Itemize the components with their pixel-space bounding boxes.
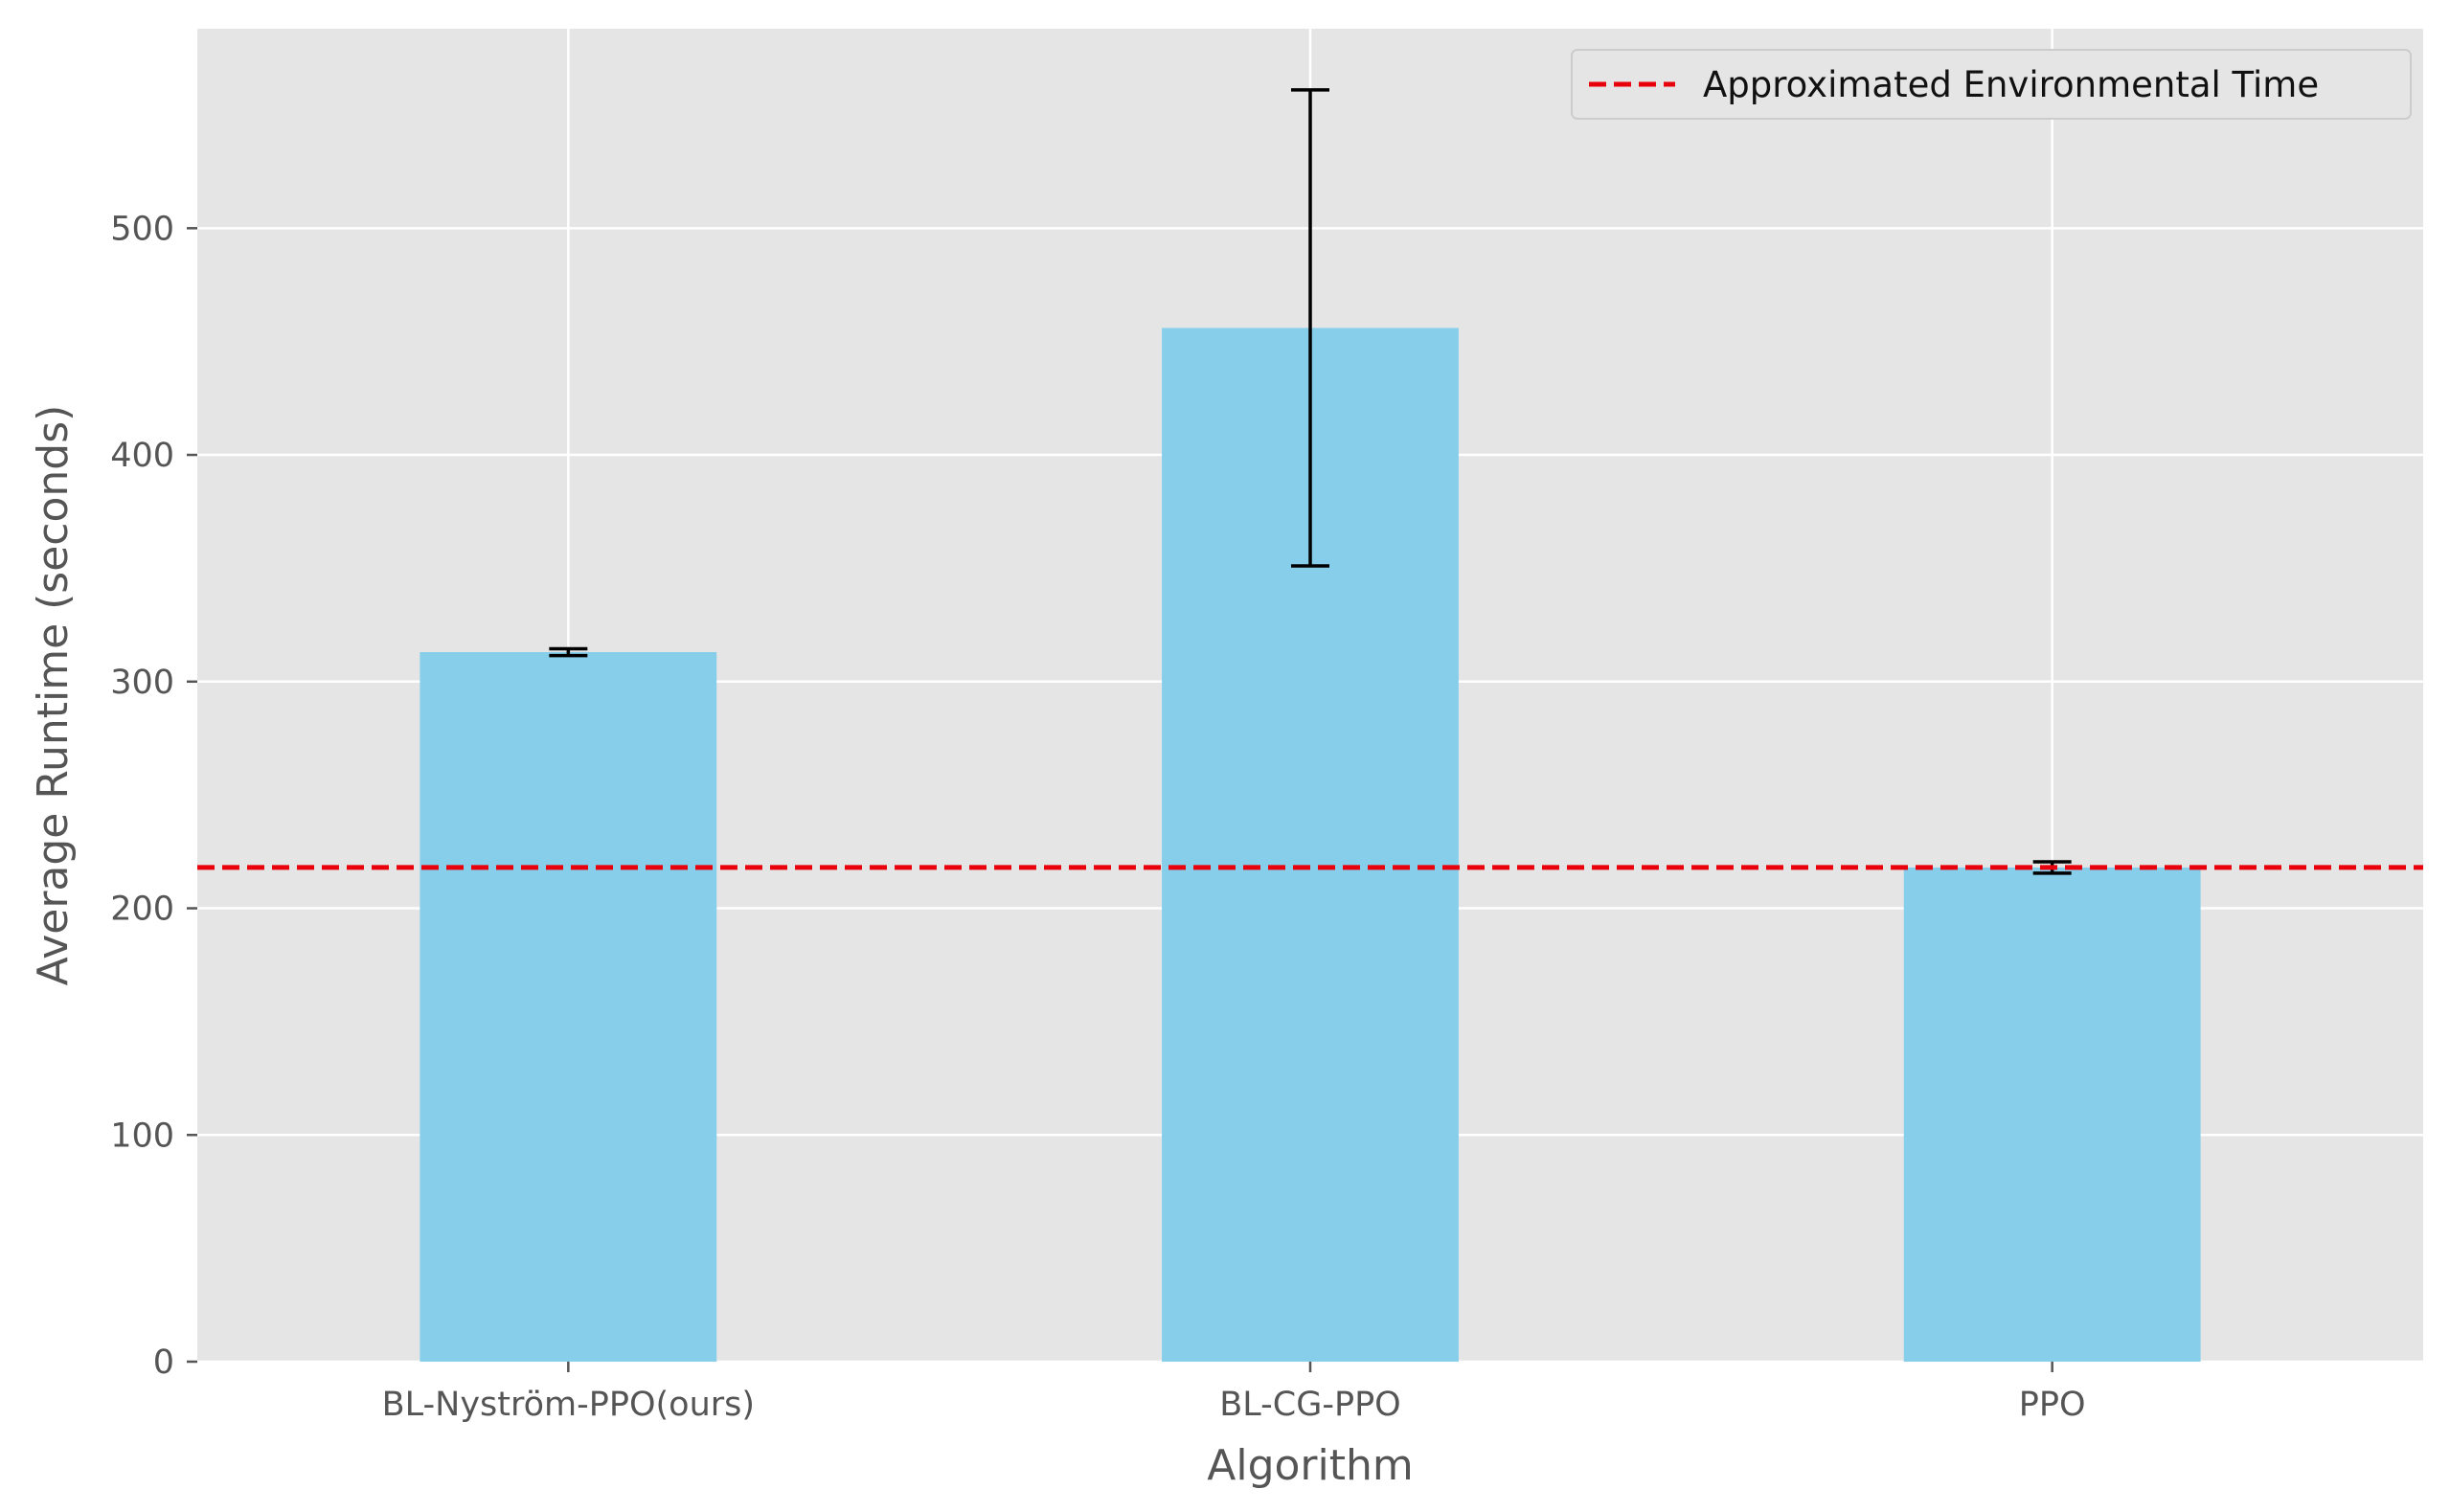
y-axis-label: Average Runtime (seconds) bbox=[29, 405, 78, 986]
y-tick-label: 0 bbox=[153, 1343, 174, 1382]
x-tick-label: PPO bbox=[2019, 1386, 2086, 1424]
legend: Approximated Environmental Time bbox=[1571, 49, 2412, 120]
y-tick-label: 300 bbox=[110, 664, 174, 702]
x-tick-label: BL-CG-PPO bbox=[1219, 1386, 1400, 1424]
bars bbox=[420, 327, 2201, 1363]
x-tick-label: BL-Nyström-PPO(ours) bbox=[382, 1386, 755, 1424]
y-tick-label: 400 bbox=[110, 437, 174, 475]
legend-box bbox=[1571, 49, 2412, 120]
y-axis: 0 100 200 300 400 500 bbox=[110, 210, 197, 1382]
y-tick-label: 500 bbox=[110, 210, 174, 248]
error-bars bbox=[549, 88, 2072, 875]
bar bbox=[1903, 867, 2201, 1362]
y-tick-label: 100 bbox=[110, 1117, 174, 1155]
x-axis: BL-Nyström-PPO(ours) BL-CG-PPO PPO bbox=[382, 1362, 2086, 1424]
bar bbox=[420, 652, 717, 1362]
legend-entry: Approximated Environmental Time bbox=[1703, 64, 2319, 105]
y-tick-label: 200 bbox=[110, 891, 174, 929]
x-axis-label: Algorithm bbox=[1207, 1441, 1414, 1490]
